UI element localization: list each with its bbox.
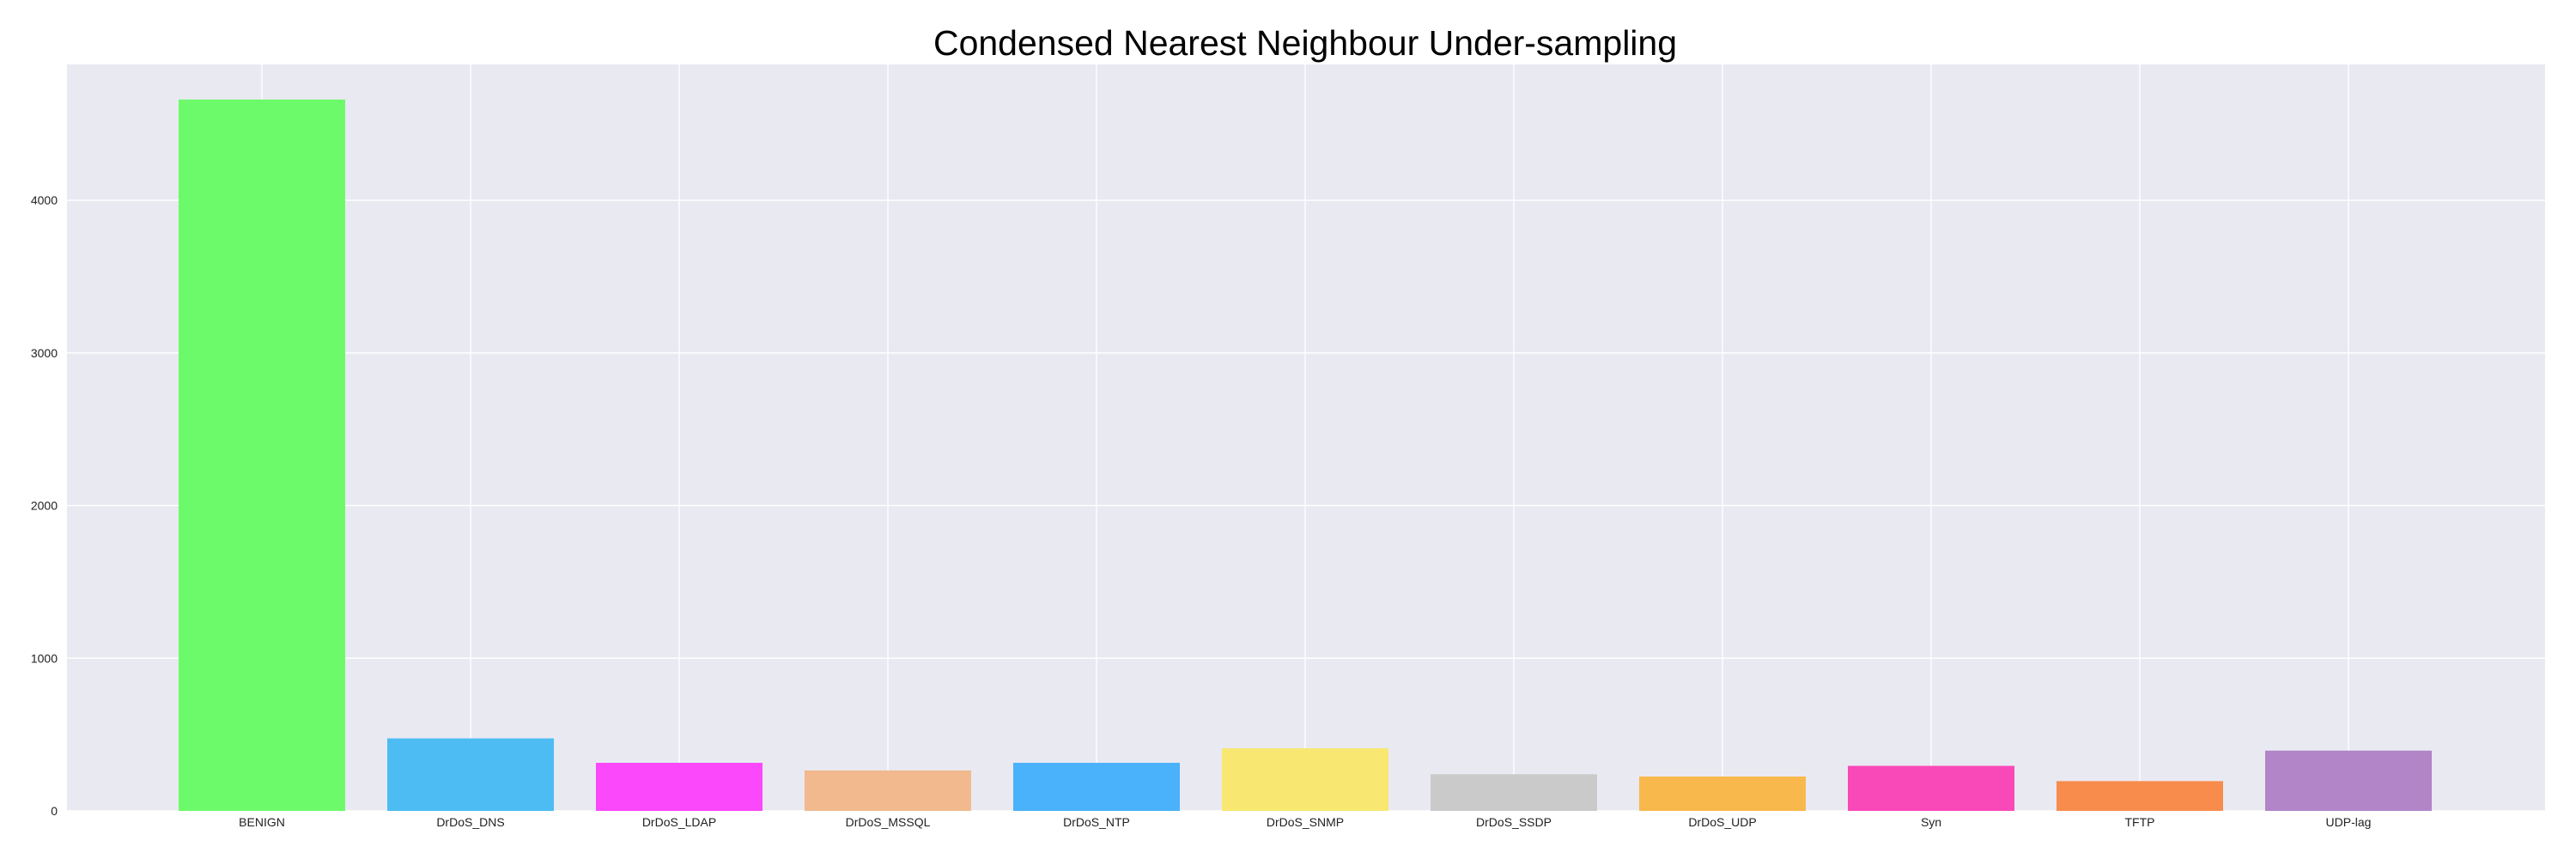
y-tick-label: 0 [51,804,58,818]
y-axis-ticks: 0 1000 2000 3000 4000 [31,193,58,818]
y-tick-label: 1000 [31,651,58,665]
bar-drdos-ssdp [1431,774,1597,811]
x-tick-label: DrDoS_NTP [1063,815,1130,829]
chart-title: Condensed Nearest Neighbour Under-sampli… [933,23,1677,63]
plot-area [67,64,2545,811]
bar-drdos-ldap [596,763,762,811]
x-tick-label: DrDoS_UDP [1688,815,1756,829]
x-axis-ticks: BENIGN DrDoS_DNS DrDoS_LDAP DrDoS_MSSQL DrDo… [239,815,2371,829]
x-tick-label: BENIGN [239,815,285,829]
bar-drdos-dns [387,738,554,811]
x-tick-label: Syn [1921,815,1941,829]
bar-drdos-udp [1639,777,1806,811]
bars [179,99,2432,811]
x-tick-label: DrDoS_LDAP [642,815,716,829]
bar-drdos-mssql [805,770,971,811]
x-tick-label: DrDoS_MSSQL [846,815,931,829]
y-tick-label: 2000 [31,499,58,513]
y-tick-label: 3000 [31,346,58,360]
bar-drdos-ntp [1013,763,1180,811]
bar-udp-lag [2265,750,2432,811]
x-tick-label: DrDoS_DNS [436,815,504,829]
bar-benign [179,99,345,811]
x-tick-label: DrDoS_SSDP [1476,815,1552,829]
bar-tftp [2057,781,2223,811]
bar-syn [1848,765,2014,811]
y-tick-label: 4000 [31,193,58,207]
x-tick-label: UDP-lag [2326,815,2372,829]
x-tick-label: TFTP [2125,815,2155,829]
bar-drdos-snmp [1222,748,1388,811]
x-tick-label: DrDoS_SNMP [1267,815,1344,829]
